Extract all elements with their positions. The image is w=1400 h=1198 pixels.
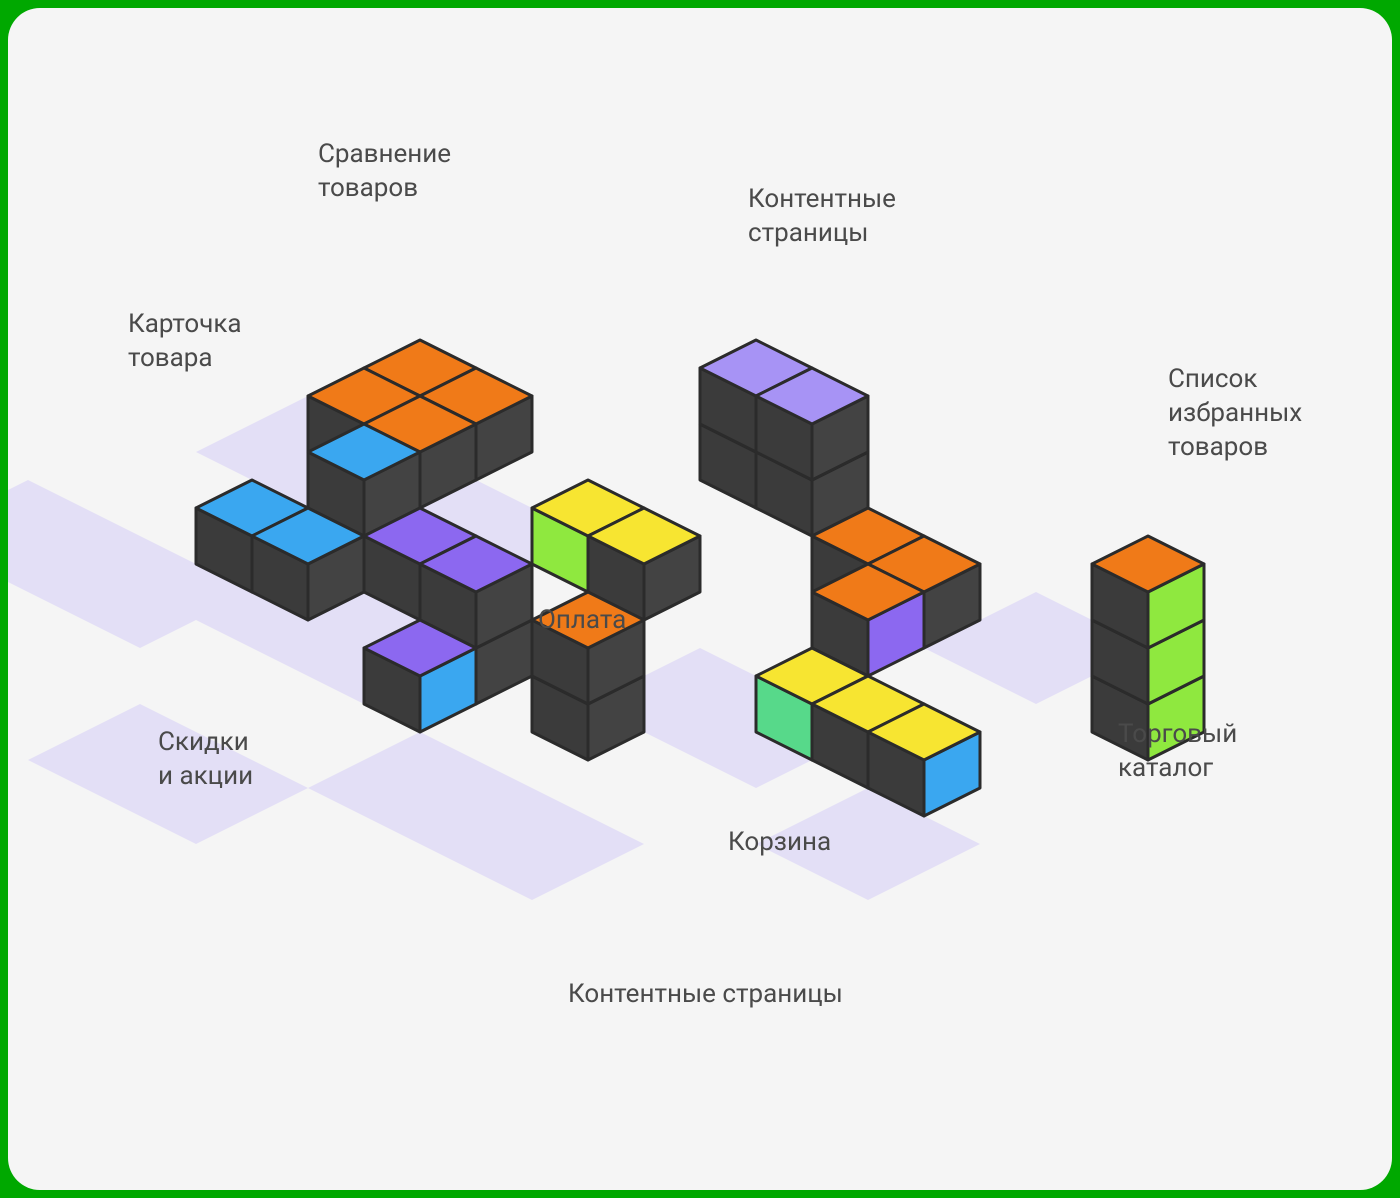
label-content-top: Контентные страницы: [748, 183, 896, 251]
label-wishlist: Список избранных товаров: [1168, 363, 1302, 464]
label-cart: Корзина: [728, 826, 831, 860]
label-payment: Оплата: [538, 604, 626, 638]
infographic-card: Сравнение товаров Контентные страницы Ка…: [8, 8, 1392, 1190]
label-product-card: Карточка товара: [128, 308, 242, 376]
label-content-bottom: Контентные страницы: [568, 978, 843, 1012]
isometric-scene: [8, 8, 1392, 1190]
label-compare: Сравнение товаров: [318, 138, 451, 206]
label-catalog: Торговый каталог: [1118, 718, 1237, 786]
label-discounts: Скидки и акции: [158, 726, 253, 794]
